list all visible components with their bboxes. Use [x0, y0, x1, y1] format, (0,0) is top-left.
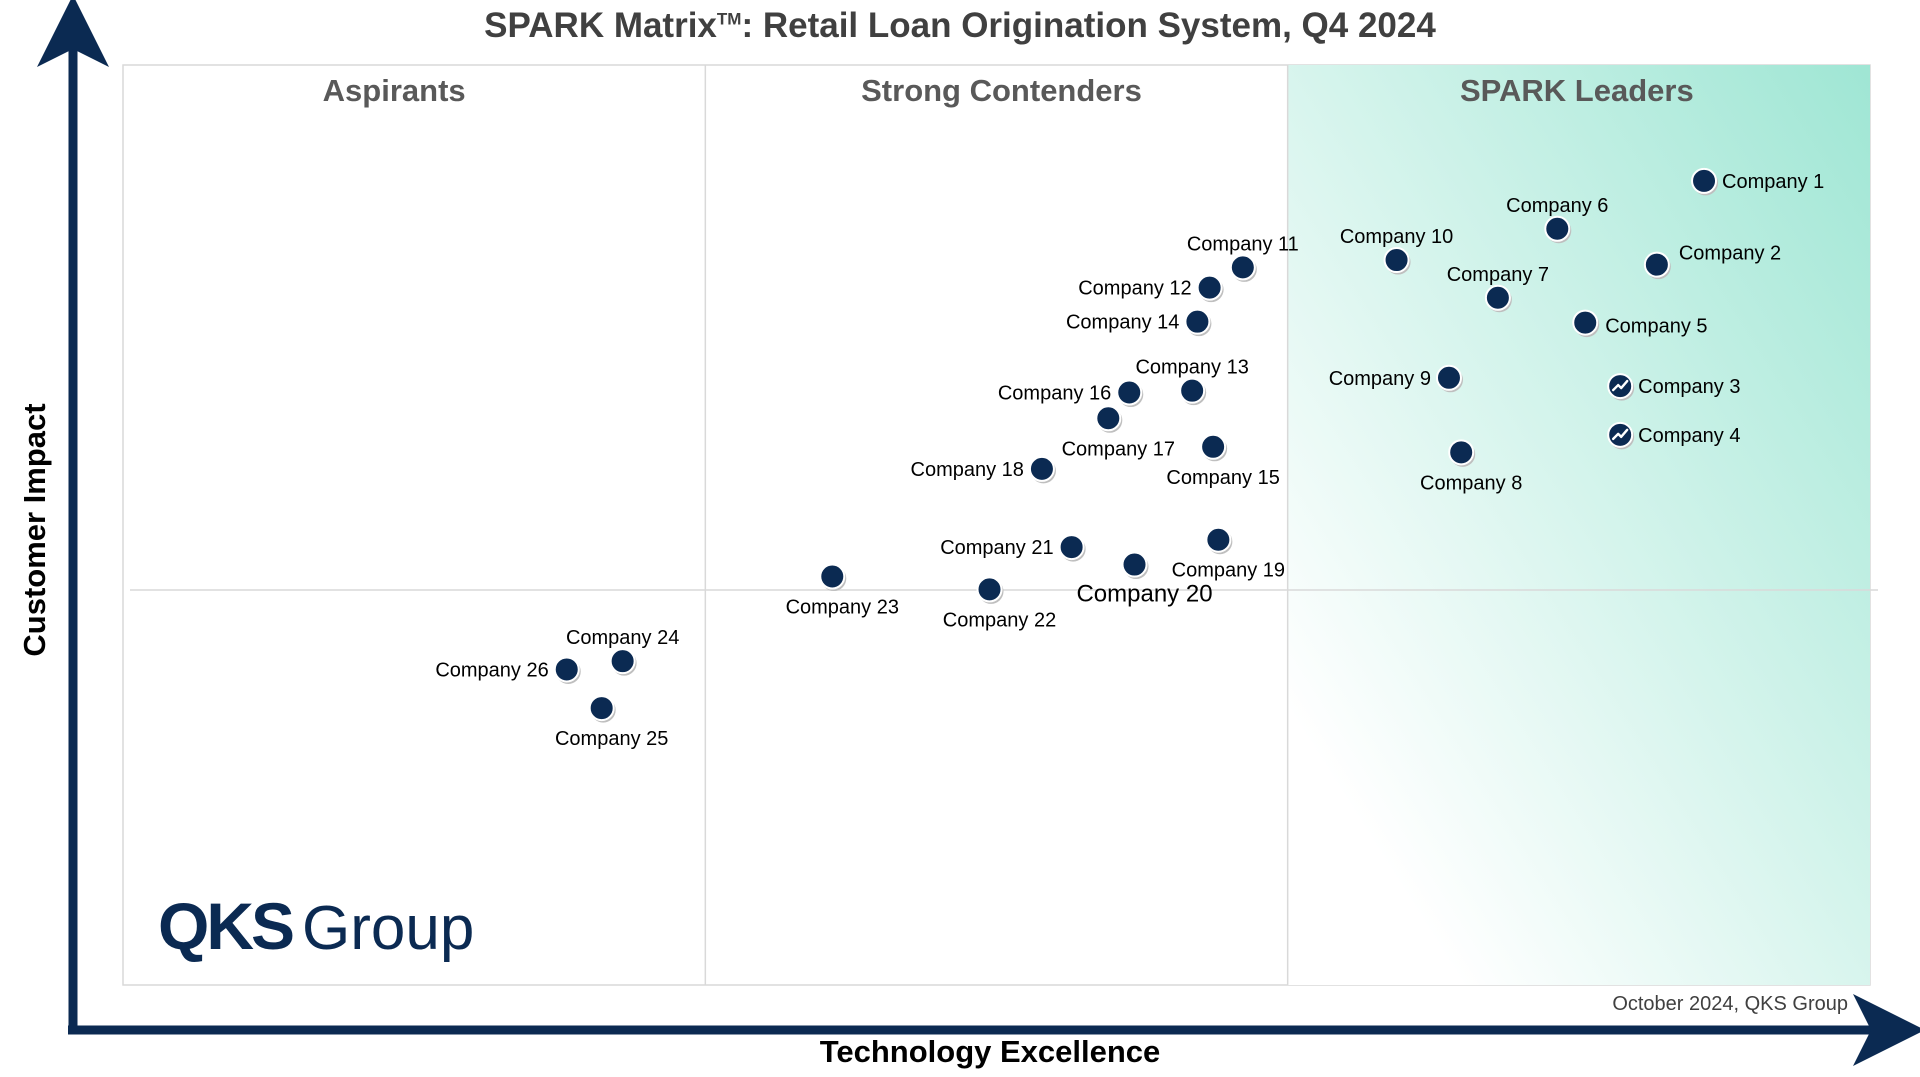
- point-company-4: [1607, 421, 1635, 450]
- data-label: Company 11: [1187, 233, 1299, 255]
- point-company-11: [1229, 254, 1257, 282]
- data-label: Company 25: [555, 728, 668, 750]
- point-company-10: [1383, 247, 1411, 275]
- point-company-17: [1095, 405, 1123, 433]
- point-marker: [1484, 284, 1511, 311]
- point-company-12: [1196, 274, 1224, 303]
- data-label: Company 23: [786, 597, 899, 619]
- quadrant-label-aspirants: Aspirants: [323, 73, 466, 108]
- trend-up-icon: [1611, 379, 1629, 392]
- point-company-20: [1121, 551, 1149, 580]
- quadrant-label-strong-contenders: Strong Contenders: [861, 73, 1142, 108]
- point-marker: [1028, 455, 1055, 482]
- point-marker: [1544, 215, 1571, 242]
- data-label: Company 7: [1447, 264, 1549, 286]
- data-label: Company 1: [1722, 171, 1824, 193]
- quadrant-label-spark-leaders: SPARK Leaders: [1460, 73, 1694, 108]
- data-label: Company 19: [1172, 560, 1285, 582]
- point-company-6: [1544, 215, 1572, 244]
- point-marker: [1383, 247, 1410, 274]
- point-company-8: [1448, 439, 1476, 467]
- data-label: Company 26: [435, 659, 548, 681]
- point-company-13: [1179, 377, 1207, 406]
- y-axis-label: Customer Impact: [17, 403, 52, 657]
- point-marker: [553, 656, 580, 683]
- point-company-15: [1200, 433, 1228, 462]
- point-marker: [1229, 254, 1256, 281]
- data-label: Company 12: [1078, 278, 1191, 300]
- point-marker: [1448, 439, 1475, 466]
- point-company-9: [1435, 364, 1463, 393]
- point-company-16: [1116, 379, 1144, 408]
- chart-title: SPARK MatrixTM: Retail Loan Origination …: [484, 6, 1436, 45]
- x-axis-label: Technology Excellence: [819, 1034, 1161, 1069]
- point-marker: [819, 563, 846, 590]
- point-marker: [1205, 526, 1232, 553]
- data-label: Company 20: [1076, 581, 1212, 608]
- point-marker: [1200, 433, 1227, 460]
- point-marker: [1643, 251, 1670, 278]
- point-marker: [1196, 274, 1223, 301]
- point-company-1: [1691, 167, 1719, 196]
- point-marker: [588, 695, 615, 722]
- point-marker: [1121, 551, 1148, 578]
- point-marker: [1184, 308, 1211, 335]
- point-company-26: [553, 656, 581, 684]
- data-label: Company 14: [1066, 312, 1179, 334]
- point-company-3: [1607, 373, 1635, 401]
- quadrant-backgrounds: [122, 64, 1871, 986]
- data-label: Company 18: [911, 459, 1024, 481]
- data-label: Company 13: [1135, 357, 1248, 379]
- point-marker: [1058, 534, 1085, 561]
- quadrant-labels: Aspirants Strong Contenders SPARK Leaders: [323, 73, 1694, 108]
- point-marker: [976, 576, 1003, 603]
- point-company-14: [1184, 308, 1212, 337]
- data-labels: Company 1 Company 2 Company 3 Company 4 Comp…: [435, 171, 1824, 750]
- data-label: Company 9: [1329, 368, 1431, 390]
- data-label: Company 21: [940, 537, 1053, 559]
- data-label: Company 24: [566, 627, 679, 649]
- data-label: Company 5: [1605, 316, 1707, 338]
- qks-group-logo: QKS Group: [158, 889, 475, 963]
- data-label: Company 8: [1420, 472, 1522, 494]
- point-marker: [1435, 364, 1462, 391]
- quadrant-dividers: [130, 65, 1878, 985]
- data-label: Company 10: [1340, 226, 1453, 248]
- point-marker: [1116, 379, 1143, 406]
- data-points: [553, 167, 1719, 723]
- point-company-21: [1058, 534, 1086, 562]
- point-company-7: [1484, 284, 1512, 313]
- data-label: Company 16: [998, 383, 1111, 405]
- point-company-19: [1205, 526, 1233, 555]
- data-label: Company 4: [1638, 425, 1740, 447]
- axes: [37, 0, 1920, 1066]
- point-company-5: [1572, 309, 1600, 338]
- point-marker: [1179, 377, 1206, 404]
- point-company-23: [819, 563, 847, 592]
- data-label: Company 22: [943, 609, 1056, 631]
- footer-note: October 2024, QKS Group: [1612, 993, 1848, 1015]
- data-label: Company 15: [1166, 467, 1279, 489]
- point-company-22: [976, 576, 1004, 604]
- trend-up-icon: [1611, 428, 1629, 441]
- point-marker: [1572, 309, 1599, 336]
- point-company-25: [588, 695, 616, 723]
- point-company-2: [1643, 251, 1671, 280]
- point-marker: [1691, 167, 1718, 194]
- point-company-18: [1028, 455, 1056, 484]
- point-marker: [1095, 405, 1122, 432]
- data-label: Company 2: [1679, 243, 1781, 265]
- data-label: Company 3: [1638, 376, 1740, 398]
- point-company-24: [609, 648, 637, 676]
- leaders-zone: [1287, 65, 1870, 985]
- data-label: Company 17: [1062, 438, 1175, 460]
- data-label: Company 6: [1506, 195, 1608, 217]
- point-marker: [609, 648, 636, 675]
